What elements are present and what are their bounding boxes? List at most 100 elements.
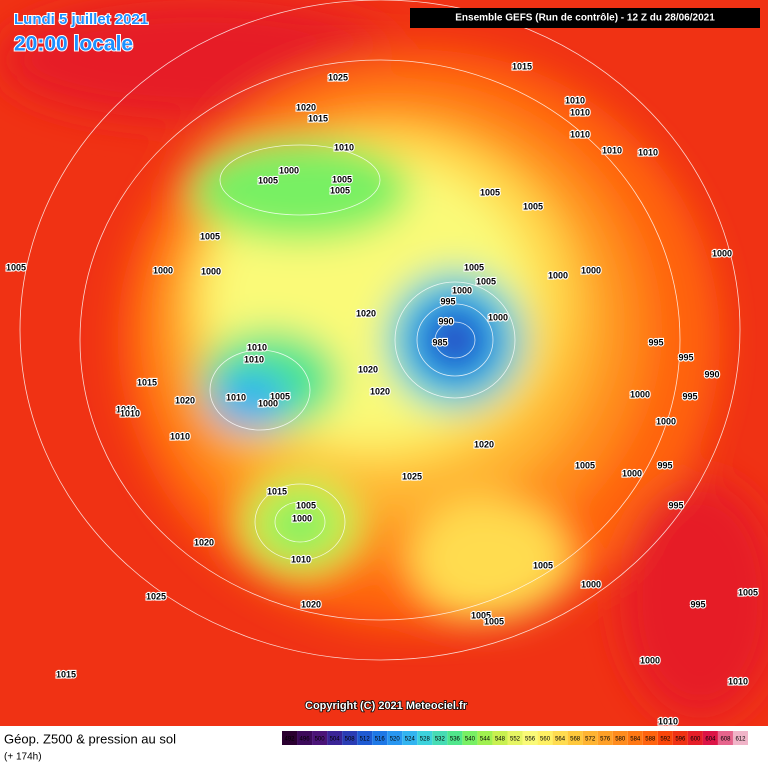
colorbar-label: 528 [420,737,431,743]
colorbar-swatch [492,731,508,745]
colorbar-swatch [402,731,418,745]
pressure-label: 1005 [575,460,595,470]
time-title: 20:00 locale [14,33,133,56]
pressure-label: 1000 [452,285,472,295]
pressure-label: 1025 [328,72,348,82]
pressure-label: 1005 [533,560,553,570]
pressure-label: 1000 [258,398,278,408]
colorbar-swatch [282,731,298,745]
pressure-label: 1015 [512,61,532,71]
pressure-label: 1000 [548,270,568,280]
pressure-label: 1005 [270,391,290,401]
colorbar-swatch [312,731,328,745]
colorbar-label: 504 [330,737,341,743]
colorbar-label: 540 [465,737,476,743]
colorbar-swatch [327,731,343,745]
pressure-label: 1010 [728,676,748,686]
pressure-label: 995 [648,337,663,347]
pressure-label: 1010 [170,431,190,441]
colorbar-swatch [567,731,583,745]
pressure-label: 1025 [402,471,422,481]
pressure-label: 1000 [712,248,732,258]
colorbar-label: 564 [555,737,566,743]
pressure-label: 1005 [332,174,352,184]
colorbar-swatch [522,731,538,745]
pressure-label: 1010 [244,354,264,364]
pressure-label: 1000 [656,416,676,426]
pressure-label: 1005 [523,201,543,211]
pressure-label: 1015 [308,113,328,123]
colorbar-label: 496 [300,737,311,743]
colorbar-label: 492 [285,737,296,743]
pressure-label: 1000 [292,513,312,523]
colorbar-label: 512 [360,737,371,743]
pressure-label: 1015 [137,377,157,387]
colorbar-label: 580 [615,737,626,743]
pressure-label: 1015 [267,486,287,496]
pressure-label: 1010 [116,404,136,414]
pressure-label: 1005 [6,262,26,272]
colorbar-label: 604 [705,737,716,743]
colorbar-swatch [507,731,523,745]
pressure-label: 1010 [570,129,590,139]
pressure-label: 1005 [471,610,491,620]
pressure-label: 1000 [488,312,508,322]
pressure-label: 1025 [146,591,166,601]
pressure-label: 1015 [56,669,76,679]
pressure-label: 1005 [200,231,220,241]
geopotential-field [0,0,768,720]
colorbar-swatch [477,731,493,745]
colorbar-swatch [702,731,718,745]
pressure-label: 1020 [175,395,195,405]
pressure-label: 1005 [484,616,504,626]
pressure-label: 995 [657,460,672,470]
pressure-label: 1000 [581,265,601,275]
pressure-label: 1005 [330,185,350,195]
colorbar-swatch [357,731,373,745]
colorbar-swatch [297,731,313,745]
colorbar-swatch [687,731,703,745]
pressure-label: 1000 [622,468,642,478]
copyright: Copyright (C) 2021 Meteociel.fr [305,700,468,712]
colorbar-label: 612 [735,737,746,743]
colorbar-label: 556 [525,737,536,743]
pressure-label: 1000 [201,266,221,276]
colorbar-label: 560 [540,737,551,743]
pressure-label: 1010 [226,392,246,402]
colorbar-label: 520 [390,737,401,743]
pressure-label: 1010 [602,145,622,155]
run-box [410,8,760,28]
pressure-label: 995 [678,352,693,362]
colorbar-label: 516 [375,737,386,743]
pressure-label: 1010 [291,554,311,564]
colorbar-label: 548 [495,737,506,743]
colorbar-swatch [612,731,628,745]
colorbar-swatch [417,731,433,745]
colorbar-swatch [627,731,643,745]
pressure-label: 1010 [565,95,585,105]
colorbar-label: 508 [345,737,356,743]
colorbar-label: 576 [600,737,611,743]
colorbar-swatch [387,731,403,745]
colorbar-swatch [582,731,598,745]
colorbar-swatch [597,731,613,745]
colorbar-label: 524 [405,737,416,743]
colorbar-label: 588 [645,737,656,743]
pressure-label: 1020 [356,308,376,318]
colorbar-swatch [642,731,658,745]
pressure-label: 995 [682,391,697,401]
colorbar-swatch [657,731,673,745]
pressure-label: 1010 [658,716,678,726]
colorbar-label: 596 [675,737,686,743]
pressure-label: 1020 [358,364,378,374]
colorbar-swatch [462,731,478,745]
pressure-label: 1000 [581,579,601,589]
pressure-label: 1005 [258,175,278,185]
colorbar-label: 544 [480,737,491,743]
colorbar-label: 500 [315,737,326,743]
colorbar-swatch [432,731,448,745]
pressure-label: 990 [438,316,453,326]
pressure-label: 995 [668,500,683,510]
